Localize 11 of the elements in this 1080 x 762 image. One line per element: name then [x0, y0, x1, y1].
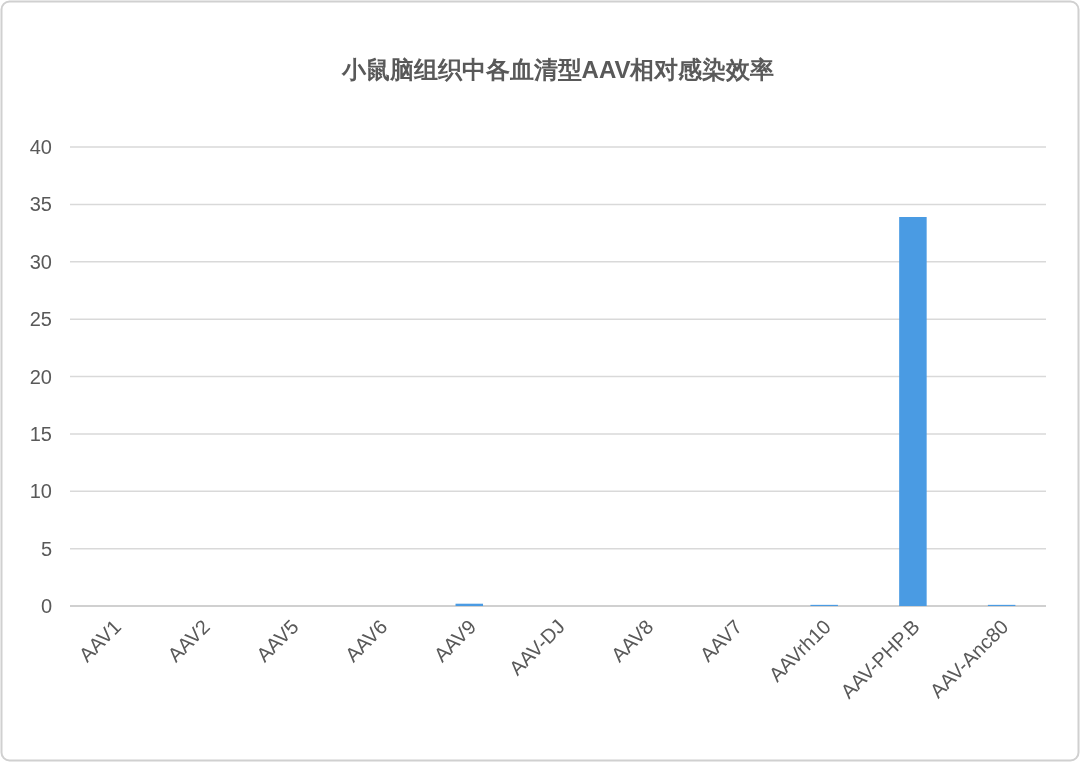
chart-title: 小鼠脑组织中各血清型AAV相对感染效率: [340, 56, 775, 83]
y-tick-label: 35: [29, 193, 52, 216]
y-tick-label: 15: [29, 422, 52, 445]
y-tick-label: 20: [29, 365, 52, 388]
y-tick-label: 30: [29, 250, 52, 273]
y-tick-label: 5: [40, 537, 52, 560]
y-tick-label: 10: [29, 480, 52, 503]
y-tick-label: 40: [29, 136, 52, 158]
y-tick-label: 25: [29, 308, 52, 331]
bar: [899, 217, 927, 606]
y-tick-label: 0: [40, 595, 52, 617]
